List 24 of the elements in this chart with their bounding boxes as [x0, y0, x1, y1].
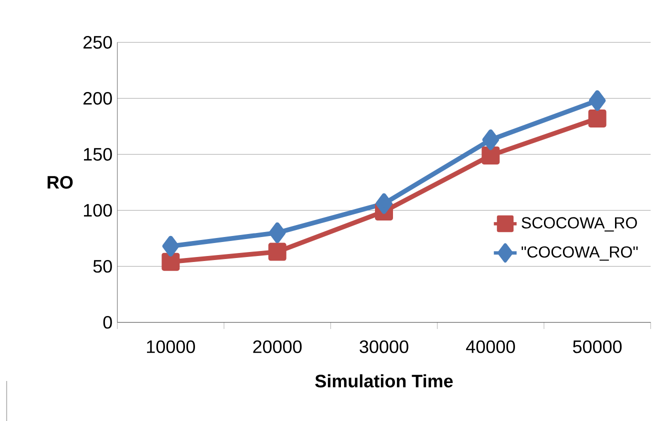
x-tick-label: 40000 [466, 340, 515, 354]
y-axis-title: RO [48, 176, 73, 189]
legend-label: SCOCOWA_RO [522, 217, 637, 232]
point [588, 109, 606, 128]
y-tick-label: 200 [84, 92, 112, 105]
y-tick-label: 150 [84, 148, 112, 161]
y-tick-label: 50 [93, 260, 112, 273]
y-tick-label: 250 [84, 36, 112, 49]
y-tick-label: 100 [84, 204, 112, 217]
x-tick-label: 30000 [360, 340, 408, 354]
point [482, 129, 499, 150]
point [162, 252, 180, 271]
x-tick-label: 50000 [573, 340, 622, 354]
y-tick-label: 0 [103, 316, 112, 329]
point [268, 242, 286, 261]
x-axis-title: Simulation Time [315, 374, 453, 388]
x-tick-label: 20000 [253, 340, 302, 354]
point [482, 146, 500, 164]
legend-label: "COCOWA_RO" [522, 246, 638, 261]
point [588, 90, 606, 111]
point [162, 236, 180, 256]
point [268, 222, 286, 244]
point [376, 193, 392, 214]
x-tick-label: 10000 [147, 340, 195, 354]
